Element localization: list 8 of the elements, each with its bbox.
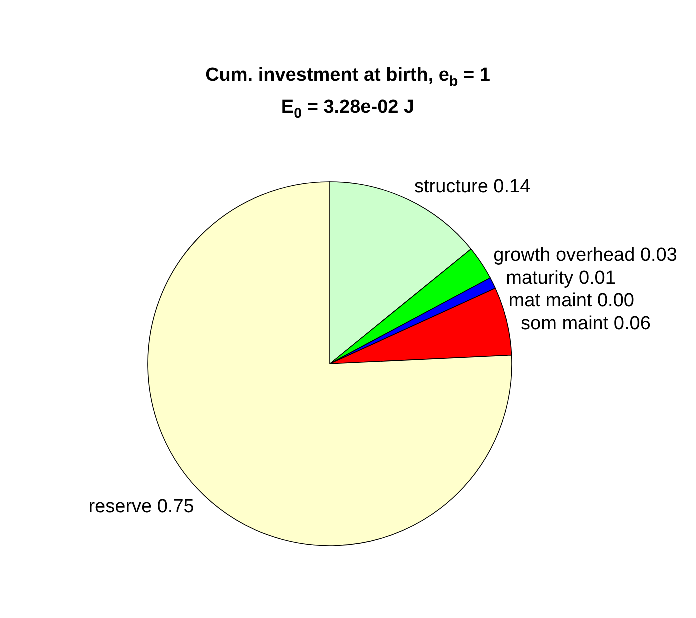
slice-label: som maint 0.06 xyxy=(521,314,651,335)
slice-label: structure 0.14 xyxy=(414,176,532,198)
slice-label: maturity 0.01 xyxy=(506,268,616,289)
chart-subtitle: E$_{0}$ = 3.28e-02 J xyxy=(280,97,416,123)
slice-label: growth overhead 0.03 xyxy=(494,245,678,266)
category-label: mat maint 0.00 xyxy=(508,290,634,312)
slice-label: reserve 0.75 xyxy=(88,496,194,518)
chart-title: Cum. investment at birth, e$_{b}$ = 1 xyxy=(204,65,492,91)
